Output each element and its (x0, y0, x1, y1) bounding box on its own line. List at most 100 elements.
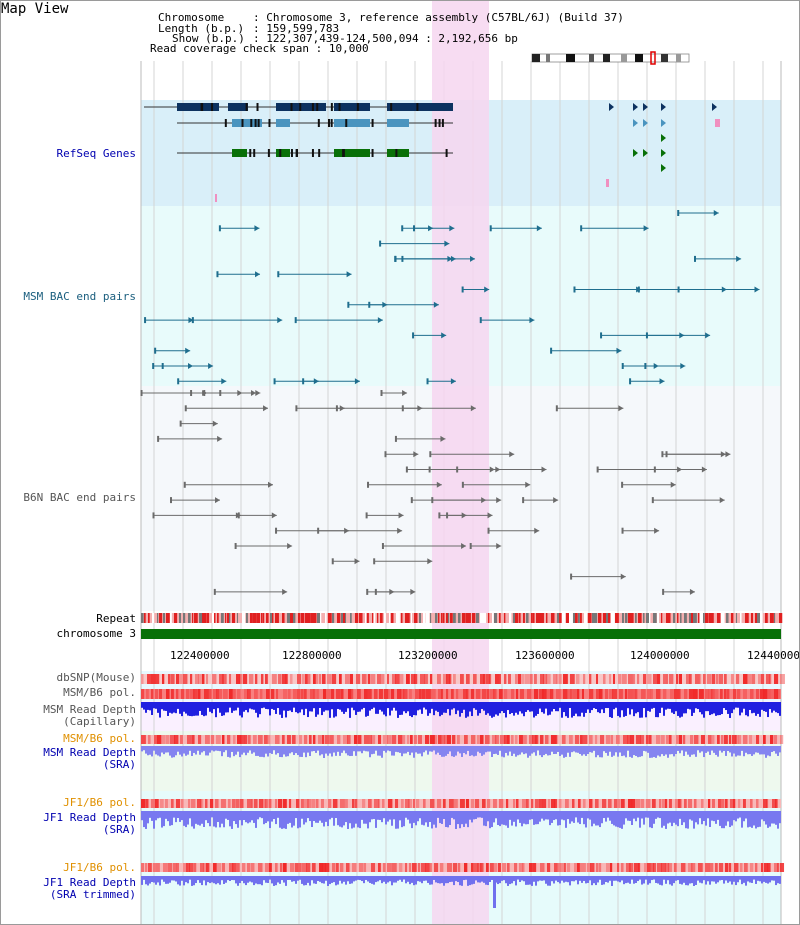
repeat-element (257, 613, 261, 623)
msm-depth-sra-track (287, 746, 289, 757)
jf1-depth-sra-track (527, 811, 529, 825)
msm-depth-sra-track (381, 746, 383, 758)
msm-depth-capillary-track (231, 702, 233, 713)
track-label-jf1-b6-pol-2[interactable]: JF1/B6 pol. (63, 861, 136, 874)
msm-depth-sra-track (187, 746, 189, 755)
msm-depth-capillary-track (289, 702, 291, 711)
msm-depth-sra-track (631, 746, 633, 758)
msm-depth-sra-track (529, 746, 531, 756)
track-label-jf1-depth-sra[interactable]: JF1 Read Depth (43, 811, 136, 824)
jf1-b6-pol-track (475, 799, 480, 808)
msm-depth-sra-track (491, 746, 493, 757)
dbsnp-track (637, 674, 640, 684)
track-label-msm-bac[interactable]: MSM BAC end pairs (23, 290, 136, 303)
jf1-b6-pol-track-2 (163, 863, 168, 872)
msm-b6-pol-track (229, 689, 233, 699)
jf1-depth-sra-track (335, 811, 337, 819)
msm-depth-sra-track (751, 746, 753, 756)
ideogram-band (661, 54, 668, 62)
msm-b6-pol-track (247, 689, 251, 699)
track-label-repeat[interactable]: Repeat (96, 612, 136, 625)
track-label-jf1-b6-pol[interactable]: JF1/B6 pol. (63, 796, 136, 809)
msm-b6-pol-track (684, 689, 688, 699)
b6n-bac-pair (394, 435, 397, 442)
jf1-depth-sra-track (591, 811, 593, 827)
b6n-bac-pair (179, 420, 182, 427)
dbsnp-track (724, 674, 727, 684)
msm-depth-sra-track (711, 746, 713, 751)
jf1-depth-sra-track (675, 811, 677, 825)
msm-depth-sra-track (353, 746, 355, 752)
jf1-depth-trimmed-track (543, 876, 545, 881)
track-label-refseq[interactable]: RefSeq Genes (56, 147, 136, 160)
gene-exon (327, 119, 330, 127)
jf1-depth-trimmed-track (579, 876, 581, 881)
msm-depth-capillary-track (625, 702, 627, 716)
jf1-b6-pol-track-2 (599, 863, 602, 872)
jf1-depth-trimmed-track (213, 876, 215, 884)
msm-depth-capillary-track (159, 702, 161, 718)
msm-bac-pair (643, 225, 649, 232)
jf1-depth-trimmed-track (381, 876, 383, 884)
dbsnp-track (534, 674, 537, 684)
msm-bac-pair (621, 363, 624, 369)
track-label-msm-depth-sra[interactable]: MSM Read Depth (43, 746, 136, 759)
jf1-b6-pol-track-2 (434, 863, 439, 872)
track-label-dbsnp[interactable]: dbSNP(Mouse) (56, 671, 136, 684)
jf1-depth-sra-track (449, 811, 451, 825)
jf1-depth-trimmed-track (237, 876, 239, 886)
jf1-b6-pol-track-2 (325, 863, 330, 872)
jf1-b6-pol-track (430, 799, 435, 808)
msm-depth-sra-track (679, 746, 681, 754)
jf1-b6-pol-track-2 (755, 863, 758, 872)
msm-b6-pol-track (756, 689, 760, 699)
repeat-element (703, 613, 705, 623)
jf1-depth-trimmed-track (295, 876, 297, 884)
msm-depth-sra-track (605, 746, 607, 753)
msm-bac-pair (754, 286, 760, 293)
msm-depth-capillary-track (521, 702, 523, 714)
msm-b6-pol-track (743, 689, 748, 699)
b6n-bac-pair (570, 573, 573, 580)
jf1-b6-pol-track (378, 799, 381, 808)
jf1-b6-pol-track-2 (275, 863, 278, 872)
jf1-depth-sra-track (709, 811, 711, 827)
jf1-depth-trimmed-track (301, 876, 303, 884)
jf1-depth-sra-track (507, 811, 509, 828)
track-label-msm-depth-capillary[interactable]: MSM Read Depth (43, 703, 136, 716)
repeat-element (668, 613, 671, 623)
jf1-b6-pol-track-2 (173, 863, 177, 872)
track-label-msm-b6-pol-2[interactable]: MSM/B6 pol. (63, 732, 136, 745)
jf1-b6-pol-track-2 (750, 863, 754, 872)
jf1-depth-trimmed-track (685, 876, 687, 886)
jf1-b6-pol-track (506, 799, 509, 808)
msm-b6-pol-track (487, 689, 490, 699)
msm-depth-capillary-track (733, 702, 735, 710)
msm-depth-sra-track (345, 746, 347, 754)
jf1-depth-trimmed-track (421, 876, 423, 884)
jf1-depth-sra-track (337, 811, 339, 826)
msm-depth-sra-track (171, 746, 173, 758)
msm-b6-pol-track (774, 689, 779, 699)
msm-depth-sra-track (141, 746, 143, 752)
jf1-b6-pol-track-2 (744, 863, 748, 872)
b6n-bac-pair (525, 481, 531, 488)
msm-depth-sra-track (661, 746, 663, 755)
track-label-b6n-bac[interactable]: B6N BAC end pairs (23, 491, 136, 504)
msm-depth-capillary-track (651, 702, 653, 709)
msm-depth-capillary-track (323, 702, 325, 712)
jf1-depth-sra-track (177, 811, 179, 819)
repeat-element (290, 613, 294, 623)
dbsnp-track (380, 674, 385, 684)
track-label-jf1-depth-trimmed[interactable]: JF1 Read Depth (43, 876, 136, 889)
track-label-msm-b6-pol[interactable]: MSM/B6 pol. (63, 686, 136, 699)
msm-depth-sra-track (285, 746, 287, 757)
jf1-b6-pol-track-2 (674, 863, 677, 872)
msm-b6-pol-track (276, 689, 279, 699)
msm-depth-sra-track (747, 746, 749, 755)
repeat-element (468, 613, 471, 623)
jf1-b6-pol-track-2 (657, 863, 662, 872)
msm-depth-sra-track (327, 746, 329, 756)
jf1-b6-pol-track (772, 799, 777, 808)
